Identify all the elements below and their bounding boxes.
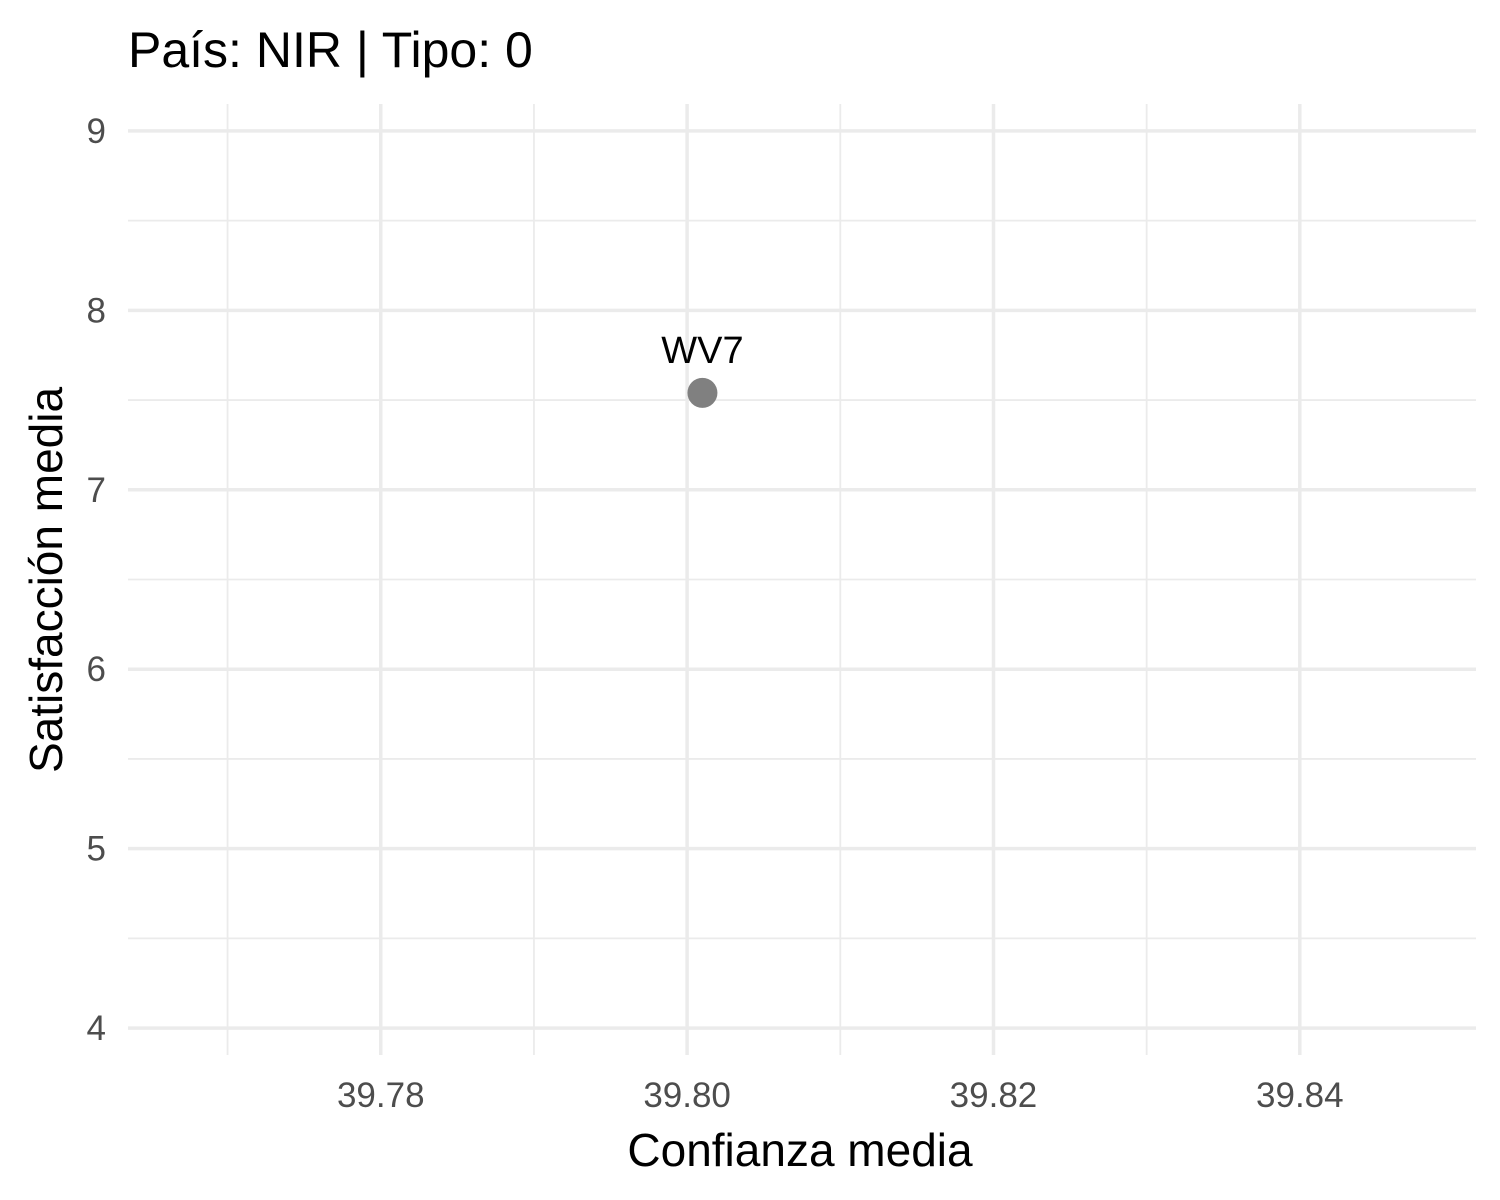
x-tick-label: 39.80 — [643, 1076, 731, 1115]
x-tick-label: 39.78 — [337, 1076, 425, 1115]
y-tick-label: 7 — [87, 471, 106, 510]
y-tick-label: 8 — [87, 291, 106, 330]
data-point-label: WV7 — [661, 330, 743, 372]
y-tick-label: 6 — [87, 650, 106, 689]
chart-title: País: NIR | Tipo: 0 — [128, 22, 533, 78]
x-tick-label: 39.84 — [1256, 1076, 1344, 1115]
y-tick-label: 5 — [87, 830, 106, 869]
data-point — [687, 377, 718, 408]
tick-labels: 39.78 39.80 39.82 39.84 4 5 6 7 8 9 — [87, 112, 1344, 1115]
data-points: WV7 — [661, 330, 744, 408]
grid — [128, 104, 1476, 1055]
y-tick-label: 9 — [87, 112, 106, 151]
y-tick-label: 4 — [87, 1009, 106, 1048]
y-axis-title: Satisfacción media — [20, 387, 72, 773]
x-axis-title: Confianza media — [627, 1124, 973, 1176]
x-tick-label: 39.82 — [950, 1076, 1038, 1115]
